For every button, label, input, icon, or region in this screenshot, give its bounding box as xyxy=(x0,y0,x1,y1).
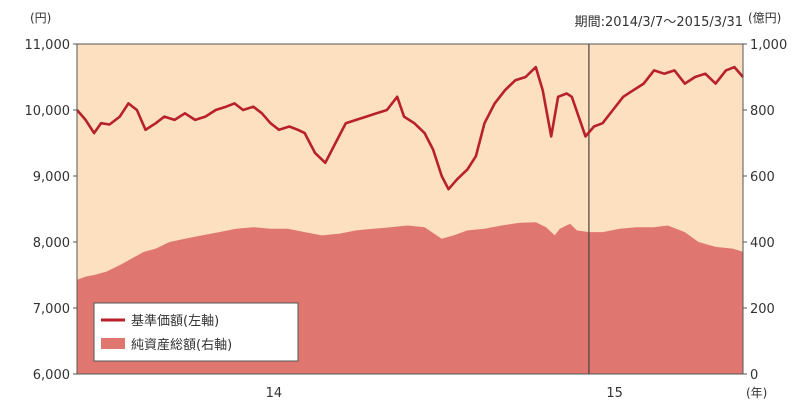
period-label: 期間:2014/3/7〜2015/3/31 xyxy=(575,15,743,30)
right-tick-label: 200 xyxy=(750,302,775,317)
left-axis-ticks: 6,000 7,000 8,000 9,000 10,000 11,000 xyxy=(25,38,77,383)
right-tick-label: 600 xyxy=(750,170,775,185)
right-axis-unit: (億円) xyxy=(748,11,781,25)
left-tick-label: 6,000 xyxy=(33,368,70,383)
right-tick-label: 1,000 xyxy=(750,38,787,53)
left-tick-label: 11,000 xyxy=(25,38,71,53)
left-tick-label: 8,000 xyxy=(33,236,70,251)
x-axis-unit: (年) xyxy=(746,386,767,400)
nav-line xyxy=(76,65,744,191)
left-tick-label: 10,000 xyxy=(25,104,71,119)
right-tick-label: 0 xyxy=(750,368,758,383)
legend-label-nav: 基準価額(左軸) xyxy=(131,313,219,329)
right-tick-label: 400 xyxy=(750,236,775,251)
plot-frame xyxy=(76,43,744,375)
legend: 基準価額(左軸) 純資産総額(右軸) xyxy=(93,302,299,362)
x-tick-label: 14 xyxy=(266,386,283,401)
legend-swatch-area xyxy=(101,338,125,349)
x-tick-label: 15 xyxy=(606,386,623,401)
left-tick-label: 9,000 xyxy=(33,170,70,185)
right-tick-label: 800 xyxy=(750,104,775,119)
legend-label-assets: 純資産総額(右軸) xyxy=(131,337,232,353)
right-axis-ticks: 0 200 400 600 800 1,000 xyxy=(743,38,787,383)
left-axis-unit: (円) xyxy=(30,11,51,25)
legend-box xyxy=(93,302,299,362)
left-tick-label: 7,000 xyxy=(33,302,70,317)
x-axis-ticks: 14 15 xyxy=(266,386,623,401)
